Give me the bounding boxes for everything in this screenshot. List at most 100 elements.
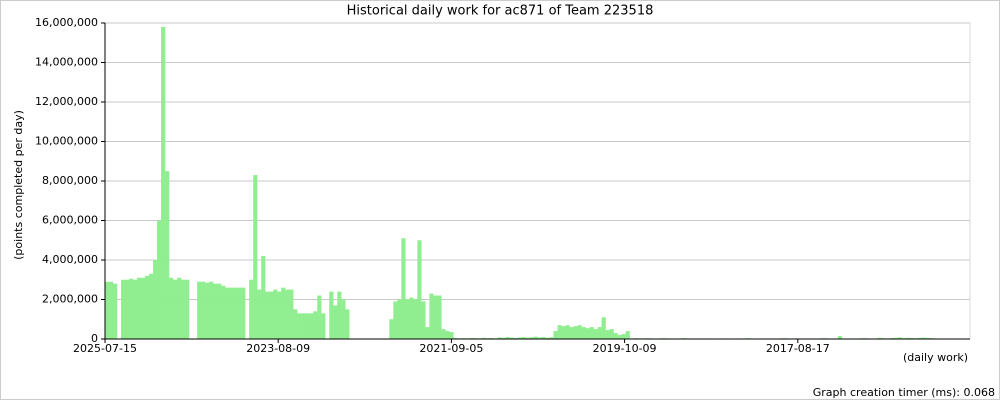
bar	[905, 337, 911, 339]
bar	[921, 337, 927, 339]
bar	[541, 337, 546, 339]
bar	[165, 171, 170, 339]
x-tick-label: 2017-08-17	[766, 342, 830, 355]
bar	[577, 325, 582, 339]
bar	[233, 287, 238, 339]
bar	[509, 337, 514, 339]
bar	[617, 335, 622, 339]
bar	[249, 279, 254, 339]
bar	[505, 337, 510, 339]
axes: 0 2,000,000 4,000,000 6,000,000 8,000,000 10,…	[35, 16, 970, 355]
bar	[601, 317, 606, 339]
bar	[301, 313, 306, 339]
bar	[433, 295, 438, 339]
bar	[401, 238, 406, 339]
bar	[137, 277, 142, 339]
bar	[893, 337, 899, 339]
bar	[181, 279, 186, 339]
bar	[405, 299, 410, 339]
y-tick-label: 6,000,000	[42, 214, 98, 227]
bar	[585, 328, 590, 339]
bar	[177, 277, 182, 339]
bar	[421, 301, 426, 339]
bar	[897, 337, 903, 339]
bar	[141, 277, 146, 339]
bar	[133, 279, 138, 339]
bar	[561, 326, 566, 339]
y-tick-label: 16,000,000	[35, 16, 98, 29]
bar	[309, 313, 314, 339]
bar	[121, 279, 126, 339]
bar	[337, 291, 342, 339]
bar	[545, 337, 550, 339]
bar	[569, 327, 574, 339]
bar	[201, 281, 206, 339]
bar	[169, 277, 174, 339]
bar	[217, 283, 222, 339]
bar	[581, 327, 586, 339]
bar	[625, 331, 630, 339]
bar	[149, 273, 154, 339]
x-tick-label: 2023-08-09	[246, 342, 310, 355]
bar	[277, 291, 282, 339]
bar	[593, 329, 598, 339]
bar	[229, 287, 234, 339]
bar	[397, 299, 402, 339]
bar	[597, 327, 602, 339]
bar	[409, 297, 414, 339]
bar	[449, 332, 454, 339]
bar	[497, 337, 502, 339]
bars	[105, 26, 935, 339]
bar	[613, 333, 618, 339]
bar	[209, 281, 214, 339]
bar	[125, 279, 130, 339]
bar	[393, 301, 398, 339]
x-tick-label: 2021-09-05	[419, 342, 483, 355]
bar	[537, 337, 542, 339]
bar	[161, 26, 166, 339]
bar	[525, 337, 530, 339]
bar	[445, 331, 450, 339]
y-tick-label: 8,000,000	[42, 174, 98, 187]
bar	[129, 278, 134, 339]
bar	[565, 325, 570, 339]
bar	[313, 311, 318, 339]
bar	[321, 313, 326, 339]
bar	[589, 327, 594, 339]
bar	[557, 325, 562, 339]
bar	[297, 313, 302, 339]
y-tick-label: 14,000,000	[35, 56, 98, 69]
bar	[317, 295, 322, 339]
bar	[837, 336, 843, 339]
bar	[105, 281, 110, 339]
bar	[341, 299, 346, 339]
bar	[517, 337, 522, 339]
bar	[437, 295, 442, 339]
bar	[221, 285, 226, 339]
footer: Graph creation timer (ms): 0.068	[813, 386, 995, 399]
bar	[113, 283, 118, 339]
bar	[109, 281, 114, 339]
bar	[429, 293, 434, 339]
y-axis-label: (points completed per day)	[12, 110, 25, 260]
bar	[261, 256, 266, 339]
bar	[305, 313, 310, 339]
bar	[157, 220, 162, 339]
y-tick-label: 0	[91, 332, 98, 345]
x-tick-label: 2025-07-15	[73, 342, 137, 355]
chart-title: Historical daily work for ac871 of Team …	[347, 4, 654, 19]
y-tick-label: 12,000,000	[35, 95, 98, 108]
bar	[533, 336, 538, 339]
bar	[237, 287, 242, 339]
bar	[269, 291, 274, 339]
bar	[481, 337, 486, 339]
bar	[257, 289, 262, 339]
bar	[153, 260, 158, 339]
bar	[289, 289, 294, 339]
bar	[573, 326, 578, 339]
bar	[173, 279, 178, 339]
bar	[345, 309, 350, 339]
bar	[609, 329, 614, 339]
